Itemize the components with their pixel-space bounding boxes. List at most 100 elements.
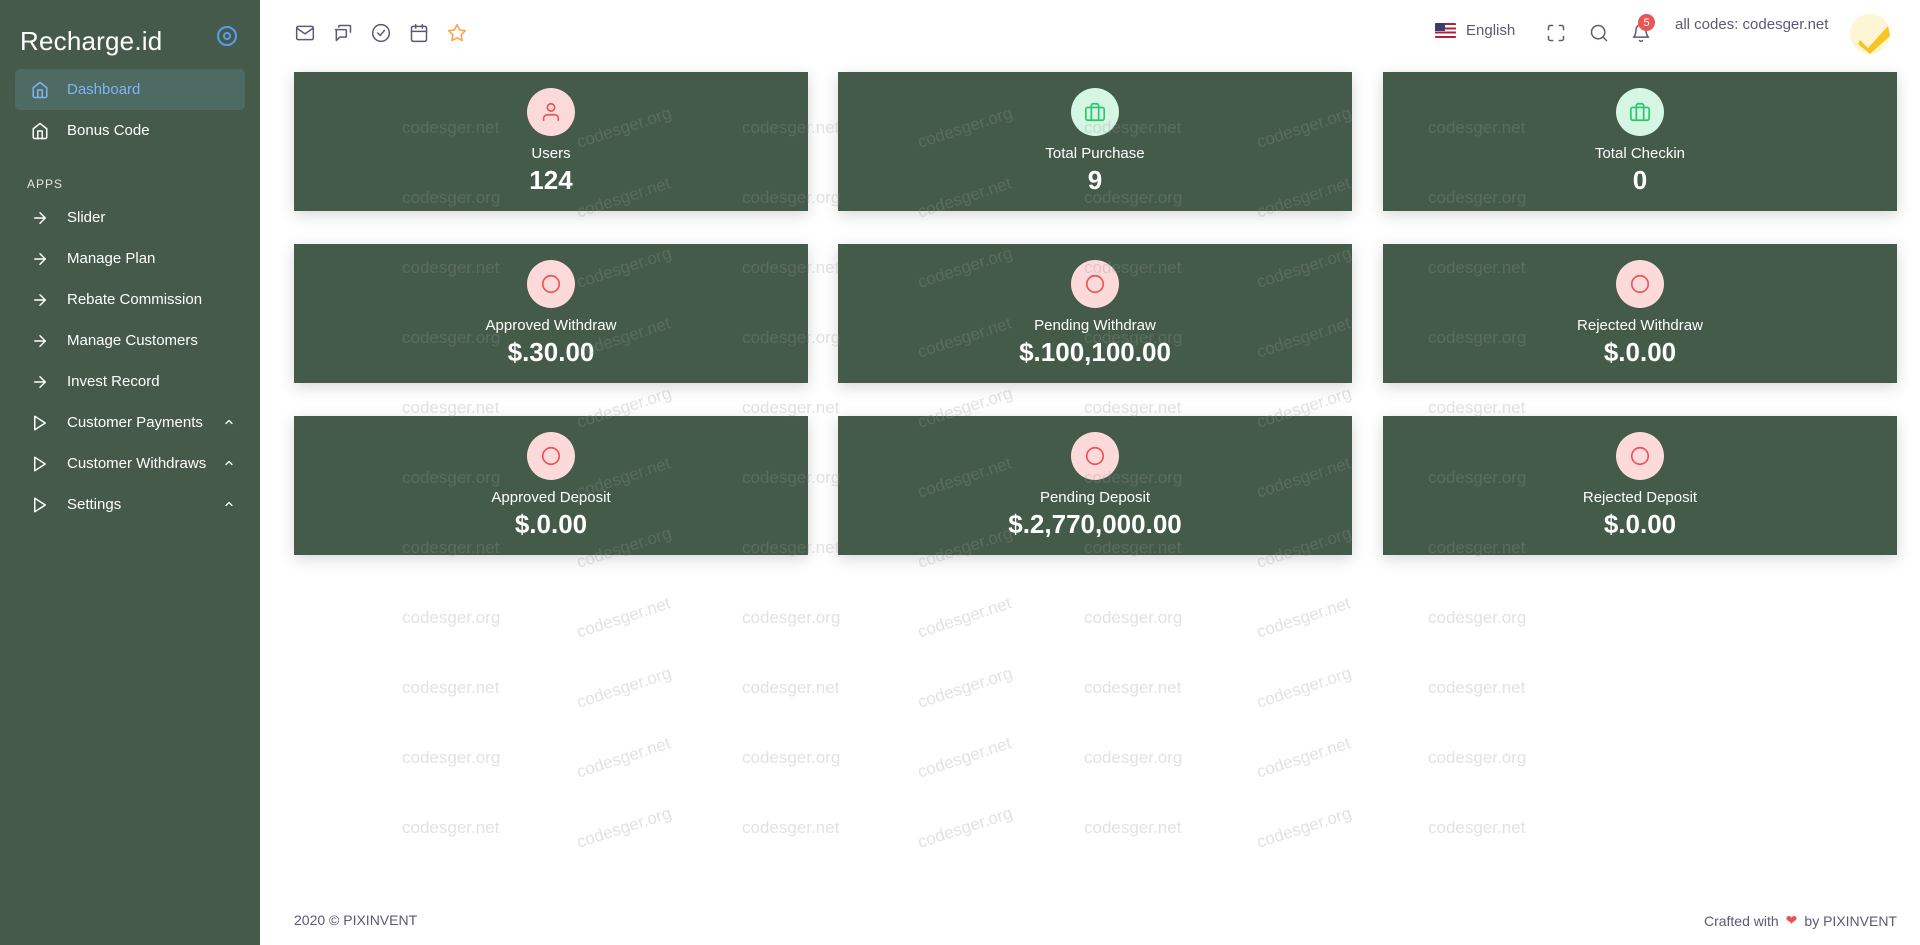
sidebar-collapse-toggle-icon[interactable] [217, 26, 237, 46]
sidebar-item-dashboard[interactable]: Dashboard [15, 69, 245, 110]
watermark-text: codesger.net [742, 818, 840, 837]
watermark-text: codesger.net [1428, 818, 1526, 837]
stat-card-value: $.2,770,000.00 [1008, 509, 1182, 539]
arrow-right-icon [30, 290, 50, 310]
mail-icon[interactable] [294, 22, 316, 44]
watermark-text: codesger.org [574, 803, 674, 852]
stat-card-label: Users [531, 145, 571, 162]
sidebar-item-slider[interactable]: Slider [15, 197, 245, 238]
star-icon[interactable] [446, 22, 468, 44]
play-icon [30, 495, 50, 515]
sidebar-item-customer-withdraws[interactable]: Customer Withdraws [15, 443, 245, 484]
check-circle-icon[interactable] [370, 22, 392, 44]
heart-icon: ❤ [1785, 912, 1798, 928]
sidebar-item-label: Customer Payments [67, 414, 203, 431]
watermark-text: codesger.net [1084, 678, 1182, 697]
watermark-text: codesger.org [1084, 748, 1183, 767]
watermark-text: codesger.org [915, 803, 1015, 852]
stat-card-label: Pending Withdraw [1034, 317, 1156, 334]
circle-icon [1616, 260, 1664, 308]
briefcase-icon [1616, 88, 1664, 136]
dashboard-content: Users 124 Total Purchase 9 Total Checkin 0 App… [260, 66, 1920, 886]
calendar-icon[interactable] [408, 22, 430, 44]
stat-card-value: 124 [529, 165, 573, 195]
watermark-text: codesger.net [742, 678, 840, 697]
watermark-text: codesger.net [402, 678, 500, 697]
watermark-text: codesger.org [1254, 803, 1354, 852]
stat-card-label: Rejected Deposit [1582, 489, 1698, 506]
arrow-right-icon [30, 208, 50, 228]
stat-card-label: Total Purchase [1045, 145, 1145, 162]
footer-credit: Crafted with ❤ by PIXINVENT [1704, 912, 1897, 929]
user-name[interactable]: all codes: codesger.net [1675, 16, 1829, 33]
sidebar-item-customer-payments[interactable]: Customer Payments [15, 402, 245, 443]
language-selector[interactable]: English [1435, 22, 1515, 39]
watermark-text: codesger.org [1254, 663, 1354, 712]
stat-card-label: Approved Deposit [491, 489, 611, 506]
stat-card: Approved Deposit $.0.00 [294, 416, 808, 555]
sidebar-item-rebate-commission[interactable]: Rebate Commission [15, 279, 245, 320]
watermark-text: codesger.org [1428, 608, 1527, 627]
arrow-right-icon [30, 249, 50, 269]
watermark-text: codesger.net [1254, 593, 1353, 642]
chevron-up-icon [225, 419, 233, 425]
watermark-text: codesger.net [915, 593, 1014, 642]
sidebar-item-manage-plan[interactable]: Manage Plan [15, 238, 245, 279]
watermark-text: codesger.net [1254, 733, 1353, 782]
sidebar-item-label: Manage Plan [67, 250, 156, 267]
watermark-text: codesger.org [402, 608, 501, 627]
top-navbar: English 5 all codes: codesger.net [260, 0, 1920, 66]
briefcase-icon [1071, 88, 1119, 136]
sidebar-item-manage-customers[interactable]: Manage Customers [15, 320, 245, 361]
stat-card: Total Purchase 9 [838, 72, 1352, 211]
sidebar-nav: Dashboard Bonus Code APPS Slider Manage … [0, 69, 260, 525]
stat-card: Rejected Deposit $.0.00 [1383, 416, 1897, 555]
arrow-right-icon [30, 331, 50, 351]
circle-icon [1616, 432, 1664, 480]
watermark-text: codesger.net [574, 733, 673, 782]
watermark-text: codesger.net [402, 818, 500, 837]
sidebar-item-label: Dashboard [67, 81, 141, 98]
fullscreen-icon[interactable] [1545, 22, 1567, 44]
stat-card-label: Total Checkin [1594, 145, 1686, 162]
sidebar-item-label: Customer Withdraws [67, 455, 207, 472]
chat-icon[interactable] [332, 22, 354, 44]
stat-card: Pending Deposit $.2,770,000.00 [838, 416, 1352, 555]
watermark-text: codesger.org [402, 748, 501, 767]
home-icon [30, 121, 50, 141]
stat-card: Users 124 [294, 72, 808, 211]
sidebar-item-label: Manage Customers [67, 332, 198, 349]
watermark-text: codesger.net [1084, 818, 1182, 837]
sidebar-item-settings[interactable]: Settings [15, 484, 245, 525]
play-icon [30, 454, 50, 474]
watermark-text: codesger.net [915, 733, 1014, 782]
circle-icon [1071, 260, 1119, 308]
watermark-text: codesger.org [742, 748, 841, 767]
sidebar-item-invest-record[interactable]: Invest Record [15, 361, 245, 402]
watermark-text: codesger.org [574, 663, 674, 712]
search-icon[interactable] [1588, 22, 1610, 44]
footer-crafted-prefix: Crafted with [1703, 912, 1779, 929]
chevron-up-icon [225, 501, 233, 507]
circle-icon [1071, 432, 1119, 480]
main-sidebar: Recharge.id Dashboard Bonus Code APPS Sl… [0, 0, 260, 945]
notification-badge: 5 [1638, 14, 1655, 31]
stat-card-value: 9 [1087, 165, 1103, 195]
stat-card-label: Pending Deposit [1039, 489, 1151, 506]
stat-card: Total Checkin 0 [1383, 72, 1897, 211]
brand-logo[interactable]: Recharge.id [20, 26, 163, 56]
sidebar-item-label: Invest Record [67, 373, 160, 390]
sidebar-section-header: APPS [27, 177, 64, 191]
footer-crafted-suffix: by PIXINVENT [1804, 912, 1897, 929]
footer-copyright: 2020 © PIXINVENT [294, 912, 418, 928]
circle-icon [527, 260, 575, 308]
sidebar-item-bonus-code[interactable]: Bonus Code [15, 110, 245, 151]
language-label: English [1466, 22, 1516, 39]
user-icon [527, 88, 575, 136]
watermark-text: codesger.net [1428, 398, 1526, 417]
sidebar-item-label: Settings [67, 496, 122, 513]
watermark-text: codesger.org [1084, 608, 1183, 627]
sidebar-item-label: Rebate Commission [67, 291, 203, 308]
watermark-text: codesger.net [574, 593, 673, 642]
avatar[interactable] [1850, 14, 1890, 54]
